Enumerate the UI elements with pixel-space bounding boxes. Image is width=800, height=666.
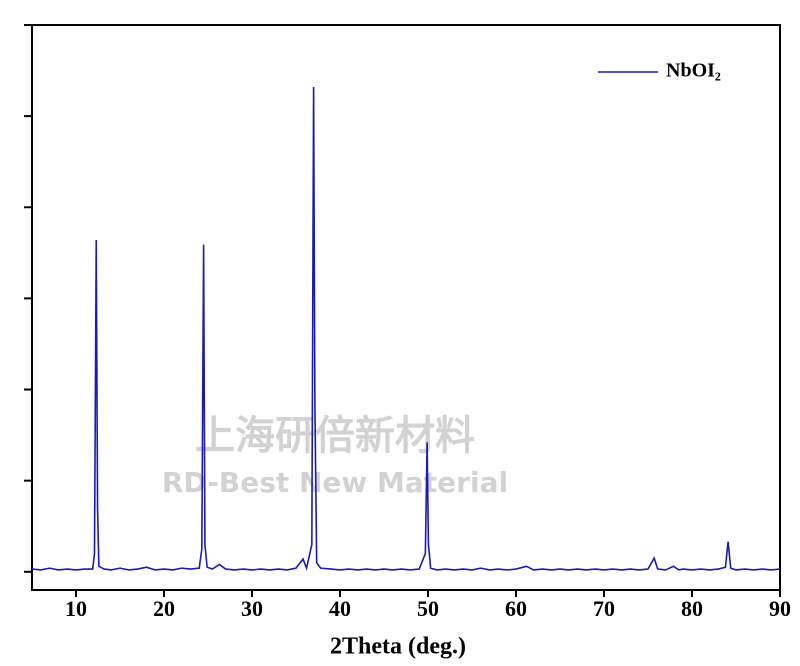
x-tick-label: 30: [241, 596, 263, 621]
plot-frame: [31, 24, 781, 591]
x-tick-label: 20: [153, 596, 175, 621]
x-tick-label: 70: [593, 596, 615, 621]
x-axis-label: 2Theta (deg.): [330, 634, 466, 660]
data-line: [31, 86, 781, 571]
x-tick-label: 50: [417, 596, 439, 621]
legend-label: NbOI₂: [666, 60, 721, 82]
x-tick-label: 40: [329, 596, 351, 621]
watermark: RD-Best New Material: [162, 466, 508, 499]
x-tick-label: 10: [65, 596, 87, 621]
x-tick-label: 60: [505, 596, 527, 621]
watermark: 上海研倍新材料: [195, 413, 475, 459]
x-tick-label: 90: [769, 596, 791, 621]
x-tick-label: 80: [681, 596, 703, 621]
